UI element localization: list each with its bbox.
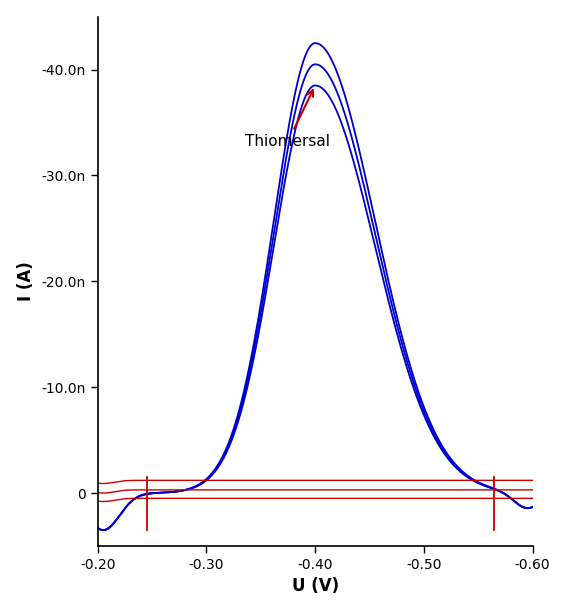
Y-axis label: I (A): I (A) <box>16 261 35 301</box>
X-axis label: U (V): U (V) <box>291 577 338 595</box>
Text: Thiomersal: Thiomersal <box>246 90 331 149</box>
